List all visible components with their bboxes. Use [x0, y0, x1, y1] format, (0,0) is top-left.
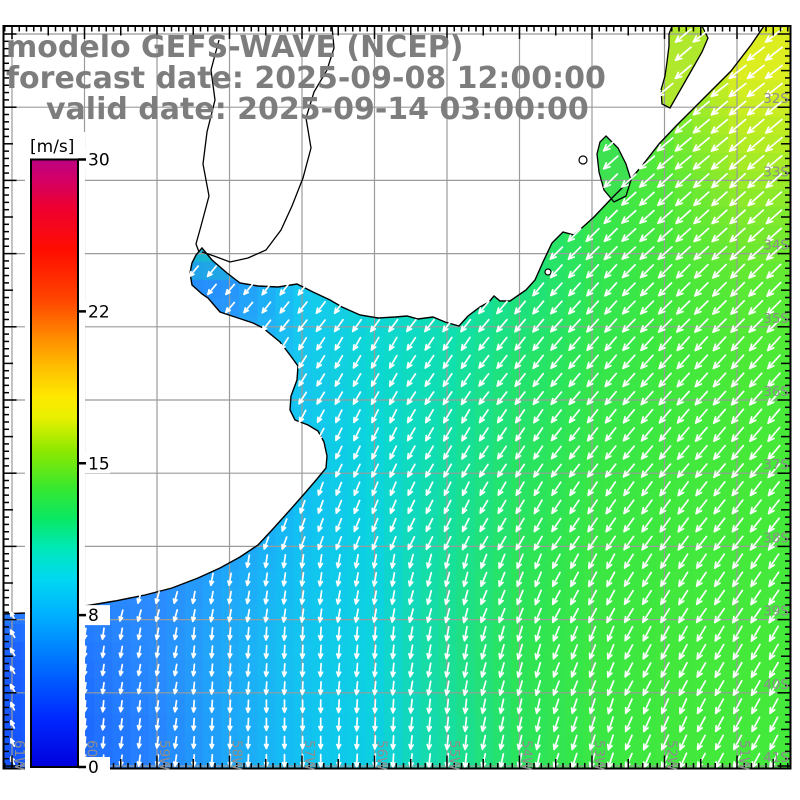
lat-label: 39S	[763, 604, 789, 620]
lon-label: 55W	[446, 740, 462, 771]
lon-label: 56W	[374, 740, 390, 771]
title-forecast-date: forecast date: 2025-09-08 12:00:00	[6, 61, 606, 96]
lat-label: 41S	[763, 750, 789, 766]
lat-label: 37S	[763, 457, 789, 473]
colorbar-gradient	[30, 158, 79, 768]
lat-label: 34S	[763, 238, 789, 254]
colorbar-tick-label: 22	[88, 302, 110, 322]
coastline	[2, 25, 766, 615]
lagoon-fill-0	[661, 26, 708, 108]
lon-label: 58W	[229, 740, 245, 771]
lat-label: 36S	[763, 384, 789, 400]
axis-labels: 61W 60W 59W 58W 57W 56W 55W 54W 53W 52W 51W32S33S3…	[11, 91, 789, 770]
lon-label: 59W	[156, 740, 172, 771]
pond	[544, 268, 552, 276]
colorbar-unit-label: [m/s]	[30, 137, 74, 157]
lagoon-outline-1	[596, 135, 632, 203]
lat-label: 40S	[763, 677, 789, 693]
land-fill	[3, 26, 764, 614]
lon-label: 57W	[301, 740, 317, 771]
wave-direction-arrows	[9, 28, 783, 769]
colorbar-tick-label: 15	[88, 454, 110, 474]
colorbar-tick-label: 8	[88, 606, 99, 626]
colorbar-tick-label: 30	[88, 151, 110, 171]
title-model-line: modelo GEFS-WAVE (NCEP)	[6, 30, 463, 65]
title-valid-date: valid date: 2025-09-14 03:00:00	[46, 92, 589, 127]
lon-label: 52W	[664, 740, 680, 771]
map-title: modelo GEFS-WAVE (NCEP) forecast date: 2…	[6, 30, 606, 127]
lon-label: 51W	[736, 740, 752, 771]
lat-label: 33S	[763, 164, 789, 180]
lagoon-outline-0	[660, 25, 709, 109]
colorbar-tick-label: 0	[88, 758, 99, 778]
lat-label: 35S	[763, 311, 789, 327]
pond	[578, 155, 588, 165]
lon-label: 54W	[519, 740, 535, 771]
river-0	[201, 25, 335, 263]
colorbar: [m/s] 0 8 15 22 30	[25, 132, 110, 778]
coastline-stroke	[2, 25, 766, 615]
lat-label: 32S	[763, 91, 789, 107]
colorbar-scale: 0 8 15 22 30	[30, 149, 110, 778]
lon-label: 61W	[11, 740, 27, 771]
lon-label: 53W	[591, 740, 607, 771]
lat-label: 38S	[763, 530, 789, 546]
river-1	[195, 39, 220, 253]
